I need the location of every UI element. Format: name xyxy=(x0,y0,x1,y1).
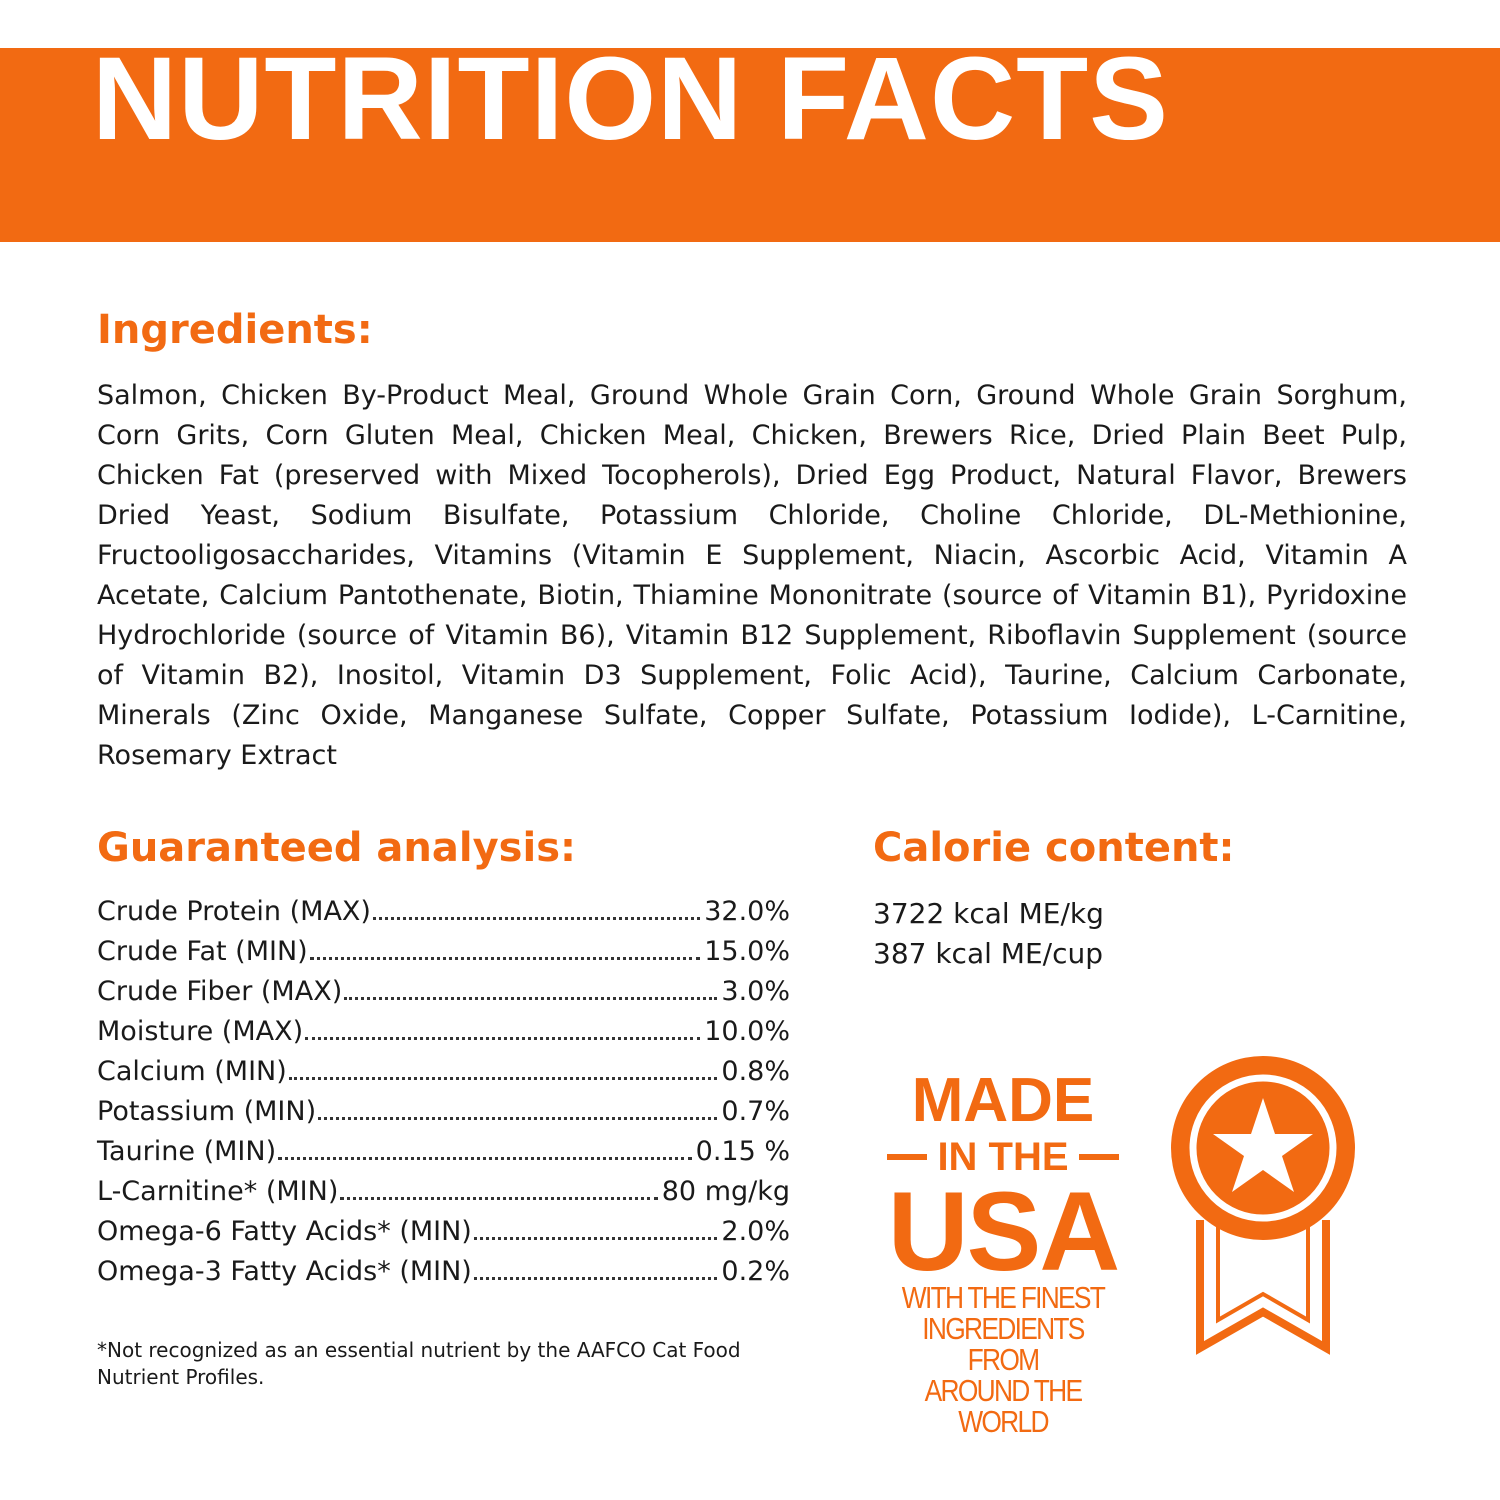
nutrient-value: 2.0% xyxy=(721,1216,790,1247)
nutrient-name: Potassium (MIN) xyxy=(97,1096,317,1127)
badge-tagline: WITH THE FINEST xyxy=(901,1280,1106,1315)
medal-icon xyxy=(1171,1056,1355,1355)
badge-tagline: AROUND THE WORLD xyxy=(924,1373,1083,1439)
page-title: NUTRITION FACTS xyxy=(92,33,1169,165)
ingredients-heading: Ingredients: xyxy=(97,307,373,353)
dot-leader xyxy=(318,1117,718,1120)
nutrient-value: 10.0% xyxy=(704,1016,790,1047)
dot-leader xyxy=(372,917,701,920)
medal-star xyxy=(1213,1098,1313,1192)
nutrient-value: 0.2% xyxy=(721,1256,790,1287)
dot-leader xyxy=(305,1037,701,1040)
calorie-line: 387 kcal ME/cup xyxy=(873,937,1103,970)
footnote: *Not recognized as an essential nutrient… xyxy=(97,1338,741,1389)
badge-tagline: INGREDIENTS FROM xyxy=(922,1311,1085,1377)
made-in-usa: MADE IN THE USA WITH THE FINEST INGREDIE… xyxy=(875,1066,1131,1439)
nutrient-value: 0.8% xyxy=(721,1056,790,1087)
dot-leader xyxy=(288,1077,718,1080)
ingredients-text: Salmon, Chicken By-Product Meal, Ground … xyxy=(97,380,1407,771)
dot-leader xyxy=(309,957,701,960)
nutrient-name: Crude Fiber (MAX) xyxy=(97,976,343,1007)
calorie-lines: 3722 kcal ME/kg 387 kcal ME/cup xyxy=(873,894,1104,974)
badge-line: IN THE xyxy=(875,1132,1131,1182)
nutrient-name: Omega-6 Fatty Acids* (MIN) xyxy=(97,1216,472,1247)
dot-leader xyxy=(340,1197,658,1200)
medal-ring xyxy=(1189,1074,1337,1222)
nutrient-name: Taurine (MIN) xyxy=(97,1136,277,1167)
analysis-row: L-Carnitine* (MIN) 80 mg/kg xyxy=(97,1172,790,1212)
dot-leader xyxy=(473,1237,718,1240)
nutrient-name: Calcium (MIN) xyxy=(97,1056,287,1087)
dot-leader xyxy=(473,1277,718,1280)
nutrient-value: 15.0% xyxy=(704,936,790,967)
dot-leader xyxy=(278,1157,692,1160)
analysis-row: Potassium (MIN) 0.7% xyxy=(97,1092,790,1132)
analysis-heading: Guaranteed analysis: xyxy=(97,825,577,871)
ribbon xyxy=(1196,1220,1330,1355)
analysis-row: Crude Protein (MAX) 32.0% xyxy=(97,892,790,932)
analysis-row: Calcium (MIN) 0.8% xyxy=(97,1052,790,1092)
nutrient-value: 32.0% xyxy=(704,896,790,927)
analysis-row: Crude Fat (MIN) 15.0% xyxy=(97,932,790,972)
analysis-row: Crude Fiber (MAX) 3.0% xyxy=(97,972,790,1012)
badge-line: USA xyxy=(887,1169,1120,1294)
badge-line: MADE xyxy=(911,1066,1095,1135)
analysis-row: Omega-3 Fatty Acids* (MIN) 0.2% xyxy=(97,1252,790,1292)
header-band xyxy=(0,48,1500,242)
analysis-row: Omega-6 Fatty Acids* (MIN) 2.0% xyxy=(97,1212,790,1252)
nutrient-value: 80 mg/kg xyxy=(661,1176,790,1207)
nutrient-value: 0.15 % xyxy=(695,1136,790,1167)
ribbon-inner xyxy=(1216,1220,1310,1324)
nutrient-value: 3.0% xyxy=(721,976,790,1007)
nutrient-name: L-Carnitine* (MIN) xyxy=(97,1176,339,1207)
analysis-table: Crude Protein (MAX) 32.0% Crude Fat (MIN) 1… xyxy=(97,892,790,1292)
analysis-row: Taurine (MIN) 0.15 % xyxy=(97,1132,790,1172)
dot-leader xyxy=(344,997,718,1000)
nutrient-name: Crude Protein (MAX) xyxy=(97,896,371,927)
nutrient-name: Moisture (MAX) xyxy=(97,1016,304,1047)
nutrient-name: Crude Fat (MIN) xyxy=(97,936,308,967)
nutrient-name: Omega-3 Fatty Acids* (MIN) xyxy=(97,1256,472,1287)
analysis-row: Moisture (MAX) 10.0% xyxy=(97,1012,790,1052)
nutrient-value: 0.7% xyxy=(721,1096,790,1127)
calorie-heading: Calorie content: xyxy=(873,825,1235,871)
calorie-line: 3722 kcal ME/kg xyxy=(873,897,1104,930)
